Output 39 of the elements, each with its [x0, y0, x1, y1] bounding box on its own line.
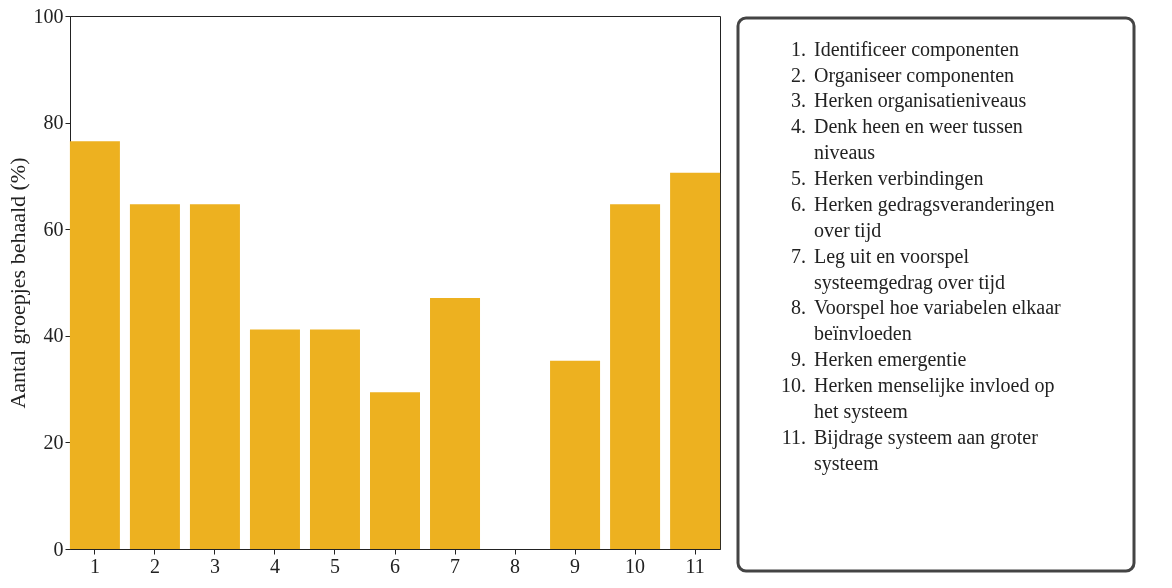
bar [670, 172, 721, 549]
y-tick-label: 60 [43, 217, 64, 240]
x-tick-label: 6 [390, 554, 400, 577]
text: 10. Herken menselijke invloed op het systeem [781, 374, 1055, 422]
y-tick-label: 20 [43, 430, 64, 453]
text: 8. Voorspel hoe variabelen elkaar beïnvloeden [791, 296, 1061, 345]
text: 11. Bijdrage systeem aan groter systeem [781, 425, 1038, 474]
x-tick-label: 9 [570, 554, 581, 577]
bar [129, 204, 180, 549]
y-axis-title: Aantal groepjes behaald (%) [4, 157, 30, 409]
y-tick-label: 80 [43, 111, 64, 134]
bar [309, 329, 360, 549]
bar [69, 141, 120, 549]
text: 1. Identificeer componenten [791, 37, 1019, 60]
text: 6. Herken gedragsveranderingen over tijd [791, 192, 1055, 241]
text: 2. Organiseer componenten [791, 63, 1015, 86]
x-tick-label: 8 [510, 554, 521, 577]
bar [370, 392, 420, 549]
x-tick-label: 4 [269, 554, 280, 577]
y-tick-label: 0 [53, 537, 64, 560]
bar [550, 360, 601, 549]
x-tick-label: 11 [685, 554, 705, 577]
x-tick-label: 10 [625, 554, 646, 577]
x-tick-label: 7 [450, 554, 461, 577]
y-tick-label: 40 [43, 324, 64, 347]
text: 9. Herken emergentie [791, 348, 967, 371]
text: 3. Herken organisatieniveaus [791, 89, 1027, 112]
text: 4. Denk heen en weer tussen niveaus [791, 115, 1023, 164]
bar [430, 297, 481, 549]
x-tick-label: 3 [209, 554, 220, 577]
text: 7. Leg uit en voorspel systeemgedrag over tijd [791, 244, 1006, 293]
x-tick-label: 2 [149, 554, 160, 577]
bar [610, 204, 661, 549]
bar [189, 204, 240, 549]
bar [249, 329, 300, 549]
text: 5. Herken verbindingen [791, 167, 984, 189]
x-tick-label: 1 [89, 554, 100, 577]
y-tick-label: 100 [33, 4, 64, 27]
x-tick-label: 5 [329, 554, 340, 577]
